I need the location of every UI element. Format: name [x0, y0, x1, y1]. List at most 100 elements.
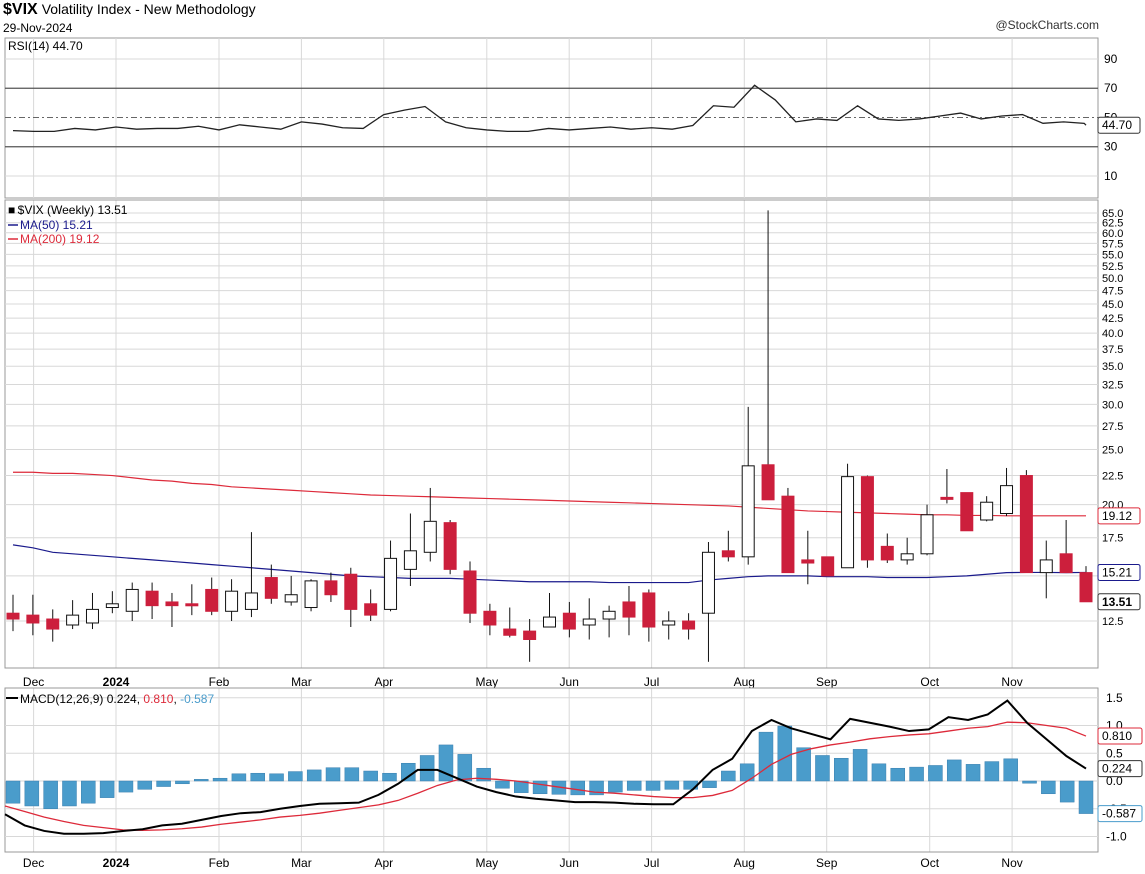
macd-histogram-bar	[815, 755, 830, 782]
candle-body	[46, 618, 60, 630]
candle-body	[582, 618, 596, 626]
candle-body	[1079, 572, 1093, 603]
candle-body	[880, 545, 894, 561]
price-tick-label: 60.0	[1102, 228, 1123, 240]
candle-body	[761, 464, 775, 501]
brand-watermark: @StockCharts.com	[995, 18, 1099, 32]
x-axis-label: Sep	[816, 675, 838, 689]
x-axis-label: Aug	[734, 675, 755, 689]
candle-body	[503, 628, 517, 636]
price-tick-label: 47.5	[1102, 286, 1123, 298]
candle-body	[980, 501, 994, 521]
macd-hist-badge	[1097, 805, 1143, 823]
macd-histogram-bar	[193, 779, 209, 782]
x-axis-label: Oct	[920, 675, 939, 689]
candle-body	[642, 592, 656, 628]
candle-body	[523, 630, 537, 640]
x-axis-label: Jun	[560, 675, 579, 689]
macd-value-badge	[1097, 760, 1143, 778]
candle-body	[165, 601, 179, 607]
x-axis-label-bottom: 2024	[103, 856, 130, 870]
rsi-tick-label: 30	[1104, 140, 1118, 154]
x-axis-label: May	[475, 675, 498, 689]
macd-signal-badge-text: 0.810	[1102, 729, 1132, 743]
macd-line	[4, 699, 1087, 835]
price-tick-label: 27.5	[1102, 421, 1123, 433]
price-panel-frame	[4, 199, 1099, 669]
macd-histogram-bar	[344, 767, 360, 782]
x-axis-label-bottom: May	[475, 856, 498, 870]
macd-histogram-bar	[796, 747, 811, 782]
x-axis-label-bottom: Jun	[560, 856, 579, 870]
x-axis-label-bottom: Nov	[1001, 856, 1022, 870]
macd-histogram-bar	[24, 780, 40, 807]
ma200-badge-text: 19.12	[1102, 509, 1132, 523]
macd-histogram-bar	[834, 757, 849, 782]
symbol-label: $VIX	[3, 1, 38, 18]
x-axis-label-bottom: Aug	[734, 856, 755, 870]
x-axis-label-bottom: Apr	[374, 856, 393, 870]
chart-title: $VIX Volatility Index - New Methodology	[3, 1, 256, 19]
macd-histogram-bar	[626, 780, 642, 791]
rsi-tick-label: 10	[1104, 169, 1118, 183]
candle-body	[1059, 553, 1073, 574]
macd-histogram-bar	[664, 780, 680, 790]
price-tick-label: 45.0	[1102, 299, 1123, 311]
candle-body	[264, 577, 278, 599]
price-badge	[1097, 593, 1141, 611]
macd-histogram-bar	[984, 761, 1000, 782]
price-tick-label: 40.0	[1102, 328, 1123, 340]
candle-body	[781, 495, 795, 574]
macd-histogram-bar	[721, 770, 736, 782]
candle-body	[284, 594, 298, 603]
macd-histogram-bar	[852, 749, 868, 782]
macd-signal-line	[4, 721, 1087, 832]
macd-histogram-bar	[1059, 780, 1075, 803]
macd-value-badge-text: 0.224	[1102, 762, 1132, 776]
ma50-line	[12, 544, 1087, 584]
macd-histogram-bar	[608, 780, 623, 793]
candle-body	[1019, 475, 1033, 574]
x-axis-label-bottom: Oct	[920, 856, 939, 870]
price-tick-label: 65.0	[1102, 208, 1123, 220]
candle-body	[920, 514, 934, 555]
macd-legend: MACD(12,26,9) 0.224, 0.810, -0.587	[20, 692, 214, 706]
macd-histogram-bar	[250, 772, 265, 782]
macd-histogram-bar	[231, 773, 247, 782]
macd-histogram-bar	[777, 725, 793, 782]
ma50-legend: MA(50) 15.21	[20, 218, 93, 232]
macd-histogram-bar	[946, 759, 962, 782]
price-tick-label: 52.5	[1102, 261, 1123, 273]
macd-histogram-bar	[890, 767, 906, 782]
macd-histogram-bar	[118, 780, 134, 793]
price-tick-label: 12.5	[1102, 616, 1123, 628]
price-tick-label: 37.5	[1102, 344, 1123, 356]
ma50-badge-text: 15.21	[1102, 565, 1132, 579]
candle-body	[543, 616, 556, 628]
price-tick-label: 55.0	[1102, 249, 1123, 261]
rsi-value-badge	[1097, 116, 1141, 134]
macd-histogram-bar	[306, 769, 322, 782]
ma200-legend: MA(200) 19.12	[20, 232, 100, 246]
macd-histogram-bar	[99, 780, 115, 798]
macd-histogram-bar	[645, 780, 661, 791]
macd-histogram-bar	[43, 780, 58, 809]
rsi-line	[12, 84, 1087, 133]
macd-hist-badge-text: -0.587	[1102, 807, 1136, 821]
price-tick-label: 25.0	[1102, 444, 1123, 456]
price-tick-label: 22.5	[1102, 471, 1123, 483]
x-axis-label-bottom: Jul	[644, 856, 659, 870]
candle-body	[205, 588, 219, 612]
price-tick-label: 32.5	[1102, 380, 1123, 392]
candle-body	[105, 603, 119, 609]
rsi-value-badge-text: 44.70	[1102, 118, 1132, 132]
candle-body	[682, 620, 696, 630]
candle-body	[443, 522, 457, 570]
candle-body	[145, 590, 159, 607]
x-axis-label-bottom: Mar	[291, 856, 312, 870]
candle-body	[6, 612, 20, 620]
candle-body	[125, 588, 139, 612]
macd-histogram-bar	[758, 731, 774, 782]
candle-body	[562, 612, 576, 630]
